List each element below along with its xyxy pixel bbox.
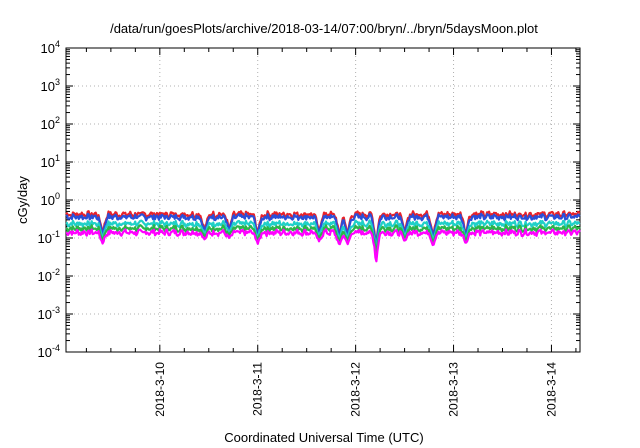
y-tick-label: 100 [41, 191, 60, 208]
y-tick-label: 10-1 [38, 229, 60, 246]
x-tick-label: 2018-3-13 [447, 362, 461, 417]
y-tick-label: 10-2 [38, 267, 60, 284]
y-tick-label: 102 [41, 115, 60, 132]
series-line [65, 212, 581, 250]
x-axis-label: Coordinated Universal Time (UTC) [224, 430, 423, 445]
y-tick-label: 10-3 [38, 305, 60, 322]
y-tick-label: 104 [41, 39, 60, 56]
x-tick-label: 2018-3-14 [544, 362, 558, 417]
x-tick-label: 2018-3-10 [153, 362, 167, 417]
axis-ticks [66, 47, 580, 353]
x-tick-label: 2018-3-11 [251, 362, 265, 416]
chart-title: /data/run/goesPlots/archive/2018-03-14/0… [110, 21, 538, 36]
y-tick-label: 101 [41, 153, 60, 170]
x-tick-label: 2018-3-12 [349, 362, 363, 417]
series-lines [65, 210, 581, 263]
y-tick-label: 103 [41, 77, 60, 94]
grid-lines [66, 48, 580, 352]
x-tick-labels: 2018-3-10 2018-3-11 2018-3-12 2018-3-13 2018… [153, 362, 559, 417]
y-tick-labels: 10-4 10-3 10-2 10-1 100 101 102 103 104 [38, 39, 60, 360]
y-axis-label: cGy/day [15, 176, 30, 224]
y-tick-label: 10-4 [38, 343, 60, 360]
series-line [65, 228, 581, 263]
series-line [65, 219, 581, 252]
